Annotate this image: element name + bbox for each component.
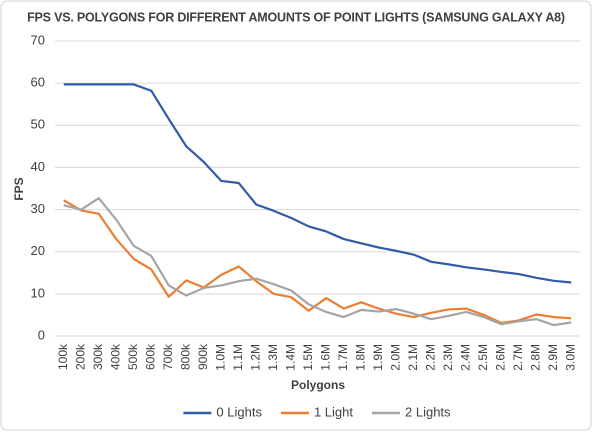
x-tick-label: 2.2M <box>423 344 437 371</box>
x-tick-label: 400k <box>108 343 122 370</box>
x-tick-label: 2.8M <box>528 344 542 371</box>
legend-label: 2 Lights <box>405 404 451 419</box>
x-tick-label: 2.4M <box>458 344 472 371</box>
y-tick-label: 70 <box>31 32 45 47</box>
x-tick-label: 2.6M <box>493 344 507 371</box>
x-tick-label: 200k <box>73 343 87 370</box>
y-tick-label: 30 <box>31 201 45 216</box>
legend-label: 1 Light <box>314 404 353 419</box>
x-tick-label: 2.0M <box>388 344 402 371</box>
y-axis-label: FPS <box>12 177 26 200</box>
x-tick-label: 800k <box>178 343 192 370</box>
x-tick-label: 2.7M <box>511 344 525 371</box>
chart-title: FPS VS. POLYGONS FOR DIFFERENT AMOUNTS O… <box>27 10 565 24</box>
y-tick-label: 50 <box>31 117 45 132</box>
x-tick-label: 1.9M <box>371 344 385 371</box>
x-tick-label: 1.1M <box>231 344 245 371</box>
x-tick-label: 300k <box>91 343 105 370</box>
series-line <box>63 199 572 325</box>
x-axis-label: Polygons <box>291 378 345 392</box>
x-tick-label: 1.7M <box>336 344 350 371</box>
x-tick-label: 2.3M <box>441 344 455 371</box>
x-tick-label: 1.6M <box>318 344 332 371</box>
y-tick-label: 20 <box>31 243 45 258</box>
x-tick-label: 1.2M <box>248 344 262 371</box>
x-tick-label: 2.9M <box>546 344 560 371</box>
legend-label: 0 Lights <box>216 404 262 419</box>
x-tick-label: 900k <box>196 343 210 370</box>
y-tick-label: 10 <box>31 285 45 300</box>
x-tick-label: 500k <box>126 343 140 370</box>
y-tick-label: 40 <box>31 159 45 174</box>
x-tick-label: 3.0M <box>563 344 577 371</box>
y-tick-label: 0 <box>38 327 45 342</box>
series-line <box>63 83 572 284</box>
x-tick-label: 1.8M <box>353 344 367 371</box>
x-tick-label: 1.3M <box>266 344 280 371</box>
x-tick-label: 1.5M <box>301 344 315 371</box>
x-tick-label: 600k <box>143 343 157 370</box>
x-tick-label: 2.1M <box>406 344 420 371</box>
x-tick-label: 100k <box>56 343 70 370</box>
y-tick-label: 60 <box>31 75 45 90</box>
series-line <box>63 197 572 327</box>
x-tick-label: 2.5M <box>476 344 490 371</box>
x-tick-label: 700k <box>161 343 175 370</box>
x-tick-label: 1.0M <box>213 344 227 371</box>
x-tick-label: 1.4M <box>283 344 297 371</box>
